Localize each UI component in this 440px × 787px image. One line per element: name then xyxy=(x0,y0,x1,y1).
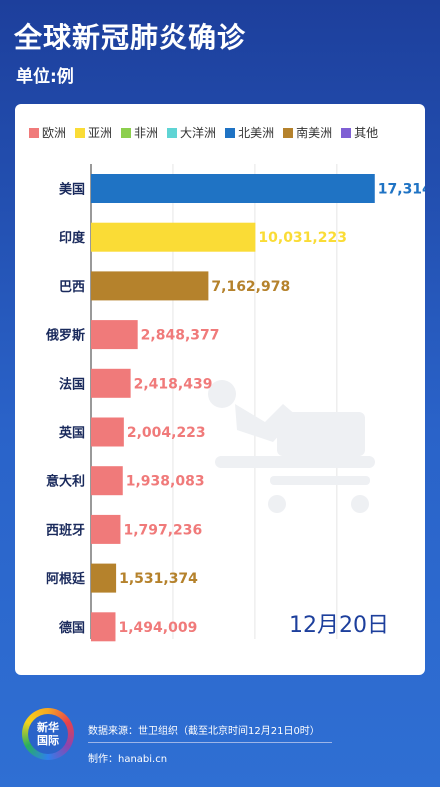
date-label: 12月20日 xyxy=(289,613,389,638)
legend-label: 欧洲 xyxy=(42,126,67,140)
category-label: 巴西 xyxy=(59,280,85,295)
legend-item: 大洋洲 xyxy=(167,124,216,141)
legend-item: 南美洲 xyxy=(283,124,332,141)
bar xyxy=(91,514,121,544)
bar xyxy=(91,563,117,593)
legend-swatch xyxy=(341,127,352,138)
value-label: 1,938,083 xyxy=(126,474,205,490)
legend-label: 大洋洲 xyxy=(180,126,217,140)
category-label: 西班牙 xyxy=(46,522,85,538)
legend-swatch xyxy=(167,127,178,138)
legend: 欧洲 亚洲 非洲 大洋洲 北美洲 南美洲 其他 xyxy=(29,124,419,141)
bar xyxy=(91,271,209,301)
legend-item: 欧洲 xyxy=(29,124,66,141)
value-label: 10,031,223 xyxy=(258,230,347,246)
legend-swatch xyxy=(283,127,294,138)
value-label: 2,004,223 xyxy=(127,425,206,441)
category-label: 印度 xyxy=(59,230,86,246)
xinhua-logo: 新华 国际 xyxy=(22,708,74,760)
bar xyxy=(91,466,123,496)
maker-credit: 制作：hanabi.cn xyxy=(88,754,168,765)
value-label: 7,162,978 xyxy=(211,279,290,295)
data-source: 数据来源：世卫组织（截至北京时间12月21日0时） xyxy=(88,726,320,737)
legend-swatch xyxy=(29,127,39,138)
category-label: 法国 xyxy=(59,376,85,392)
footer-divider xyxy=(88,742,332,743)
category-label: 俄罗斯 xyxy=(45,328,85,344)
legend-swatch xyxy=(75,127,86,138)
bar xyxy=(91,320,138,350)
legend-item: 其他 xyxy=(341,124,378,141)
category-label: 英国 xyxy=(58,425,85,441)
bar xyxy=(91,222,256,252)
category-label: 德国 xyxy=(59,620,85,636)
legend-swatch xyxy=(225,127,236,138)
value-label: 1,494,009 xyxy=(118,620,197,636)
bar xyxy=(91,612,116,642)
category-label: 意大利 xyxy=(46,474,85,490)
unit-label: 单位:例 xyxy=(16,67,74,87)
value-label: 17,314,834 xyxy=(378,182,425,198)
value-label: 2,418,439 xyxy=(134,376,213,392)
legend-label: 北美洲 xyxy=(238,126,275,140)
chart-card: 欧洲 亚洲 非洲 大洋洲 北美洲 南美洲 其他 美国 17,314,834 印度 10,031,2… xyxy=(15,104,425,675)
bar xyxy=(91,368,131,398)
footer: 新华 国际 数据来源：世卫组织（截至北京时间12月21日0时） 制作：hanabi… xyxy=(0,690,440,787)
legend-label: 其他 xyxy=(354,126,379,140)
category-label: 阿根廷 xyxy=(46,571,86,587)
legend-item: 北美洲 xyxy=(225,124,274,141)
bar xyxy=(91,417,124,447)
value-label: 1,531,374 xyxy=(119,571,198,587)
legend-swatch xyxy=(121,127,132,138)
value-label: 1,797,236 xyxy=(123,522,202,538)
legend-item: 亚洲 xyxy=(75,124,112,141)
bar-chart: 美国 17,314,834 印度 10,031,223 巴西 7,162,978 俄罗斯 2,… xyxy=(45,164,425,642)
bar xyxy=(91,174,375,203)
watermark-illustration xyxy=(208,380,375,513)
value-label: 2,848,377 xyxy=(141,328,220,344)
legend-label: 南美洲 xyxy=(296,126,333,140)
legend-label: 非洲 xyxy=(134,126,159,140)
legend-label: 亚洲 xyxy=(88,126,113,140)
logo-text: 新华 国际 xyxy=(28,714,68,754)
category-label: 美国 xyxy=(59,182,85,198)
page-title: 全球新冠肺炎确诊 xyxy=(14,21,247,54)
legend-item: 非洲 xyxy=(121,124,158,141)
